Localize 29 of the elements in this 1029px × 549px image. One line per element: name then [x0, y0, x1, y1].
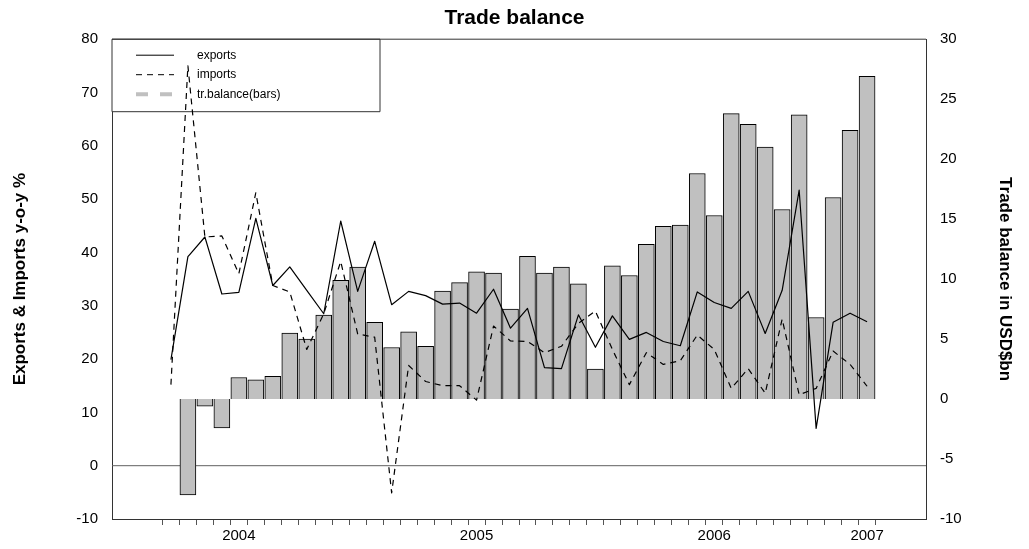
- y-tick-label: 30: [81, 295, 98, 313]
- x-tick-label: 2004: [222, 526, 256, 544]
- y-tick-label: 0: [89, 455, 98, 473]
- legend-label: exports: [197, 47, 237, 62]
- chart-title: Trade balance: [444, 5, 585, 29]
- y-tick-label: 50: [81, 189, 98, 207]
- y-tick-label: 10: [81, 402, 98, 420]
- x-tick-label: 2007: [850, 526, 884, 544]
- y2-tick-label: 25: [940, 89, 957, 107]
- y2-axis-title: Trade balance in USD$bn: [996, 177, 1016, 382]
- y2-tick-label: -5: [940, 449, 954, 467]
- y2-tick-label: -10: [940, 509, 962, 527]
- y2-tick-label: 20: [940, 149, 957, 167]
- y2-tick-label: 0: [940, 389, 949, 407]
- y-tick-label: 40: [81, 242, 98, 260]
- y2-tick-label: 10: [940, 269, 957, 287]
- legend-label: tr.balance(bars): [197, 86, 281, 101]
- legend-label: imports: [197, 67, 237, 82]
- y2-tick-label: 30: [940, 29, 957, 47]
- y-tick-label: 70: [81, 82, 98, 100]
- x-tick-label: 2006: [697, 526, 731, 544]
- y-axis-title: Exports & Imports y-o-y %: [9, 172, 29, 386]
- y2-tick-label: 15: [940, 209, 957, 227]
- y-tick-label: 80: [81, 29, 98, 47]
- y-tick-label: 60: [81, 135, 98, 153]
- y-tick-label: 20: [81, 349, 98, 367]
- y2-tick-label: 5: [940, 329, 949, 347]
- x-tick-label: 2005: [459, 526, 494, 544]
- y-tick-label: -10: [76, 509, 98, 527]
